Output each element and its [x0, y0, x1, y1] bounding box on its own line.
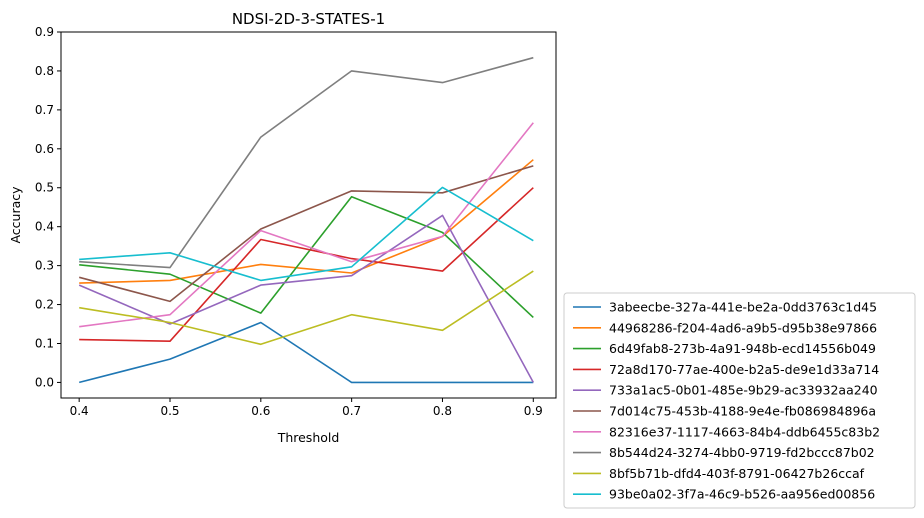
- legend-box: [563, 292, 916, 509]
- y-tick-label: 0.1: [35, 336, 54, 350]
- series-lines: [78, 56, 535, 384]
- y-tick-label: 0.2: [35, 298, 54, 312]
- legend-entry: 8b544d24-3274-4bb0-9719-fd2bccc87b02: [609, 445, 875, 460]
- x-tick-label: 0.7: [342, 404, 361, 418]
- series-line-10: [79, 186, 534, 282]
- legend-entry: 8bf5b71b-dfd4-403f-8791-06427b26ccaf: [609, 466, 865, 481]
- series-line-6: [78, 165, 534, 303]
- series-line-3: [79, 195, 534, 318]
- legend-entry: 82316e37-1117-4663-84b4-ddb6455c83b2: [609, 424, 880, 439]
- legend-entry: 72a8d170-77ae-400e-b2a5-de9e1d33a714: [609, 362, 879, 377]
- y-tick-label: 0.3: [35, 259, 54, 273]
- y-axis-ticks: 0.0 0.1 0.2 0.3 0.4 0.5 0.6 0.7 0.8 0.9: [35, 25, 61, 389]
- legend-entry: 6d49fab8-273b-4a91-948b-ecd14556b049: [609, 341, 876, 356]
- y-tick-label: 0.6: [35, 142, 54, 156]
- legend-entry: 44968286-f204-4ad6-a9b5-d95b38e97866: [609, 320, 877, 335]
- y-tick-label: 0.8: [35, 64, 54, 78]
- y-axis-label: Accuracy: [8, 186, 23, 244]
- legend-entry: 733a1ac5-0b01-485e-9b29-ac33932aa240: [609, 383, 878, 398]
- x-tick-label: 0.5: [160, 404, 179, 418]
- series-line-1: [79, 321, 534, 384]
- legend-entry: 93be0a02-3f7a-46c9-b526-aa956ed00856: [609, 487, 875, 502]
- legend: 3abeecbe-327a-441e-be2a-0dd3763c1d45 4496…: [563, 292, 916, 509]
- series-line-5: [78, 214, 535, 383]
- legend-entry: 3abeecbe-327a-441e-be2a-0dd3763c1d45: [609, 300, 877, 315]
- x-tick-label: 0.6: [251, 404, 270, 418]
- y-tick-label: 0.9: [35, 25, 54, 39]
- chart-title: NDSI-2D-3-STATES-1: [232, 10, 385, 28]
- x-tick-label: 0.9: [524, 404, 543, 418]
- x-axis-ticks: 0.4 0.5 0.6 0.7 0.8 0.9: [70, 398, 543, 418]
- series-line-4: [79, 187, 534, 343]
- plot-frame: [60, 31, 557, 399]
- x-tick-label: 0.4: [70, 404, 89, 418]
- plot-area: [60, 31, 557, 399]
- y-tick-label: 0.0: [35, 375, 54, 389]
- series-line-2: [79, 159, 534, 284]
- y-tick-label: 0.7: [35, 103, 54, 117]
- series-line-7: [79, 122, 534, 328]
- y-tick-label: 0.4: [35, 220, 54, 234]
- series-line-9: [79, 270, 534, 346]
- x-axis-label: Threshold: [277, 430, 340, 445]
- legend-entry: 7d014c75-453b-4188-9e4e-fb086984896a: [609, 404, 876, 419]
- series-line-8: [79, 56, 534, 269]
- y-tick-label: 0.5: [35, 181, 54, 195]
- x-tick-label: 0.8: [433, 404, 452, 418]
